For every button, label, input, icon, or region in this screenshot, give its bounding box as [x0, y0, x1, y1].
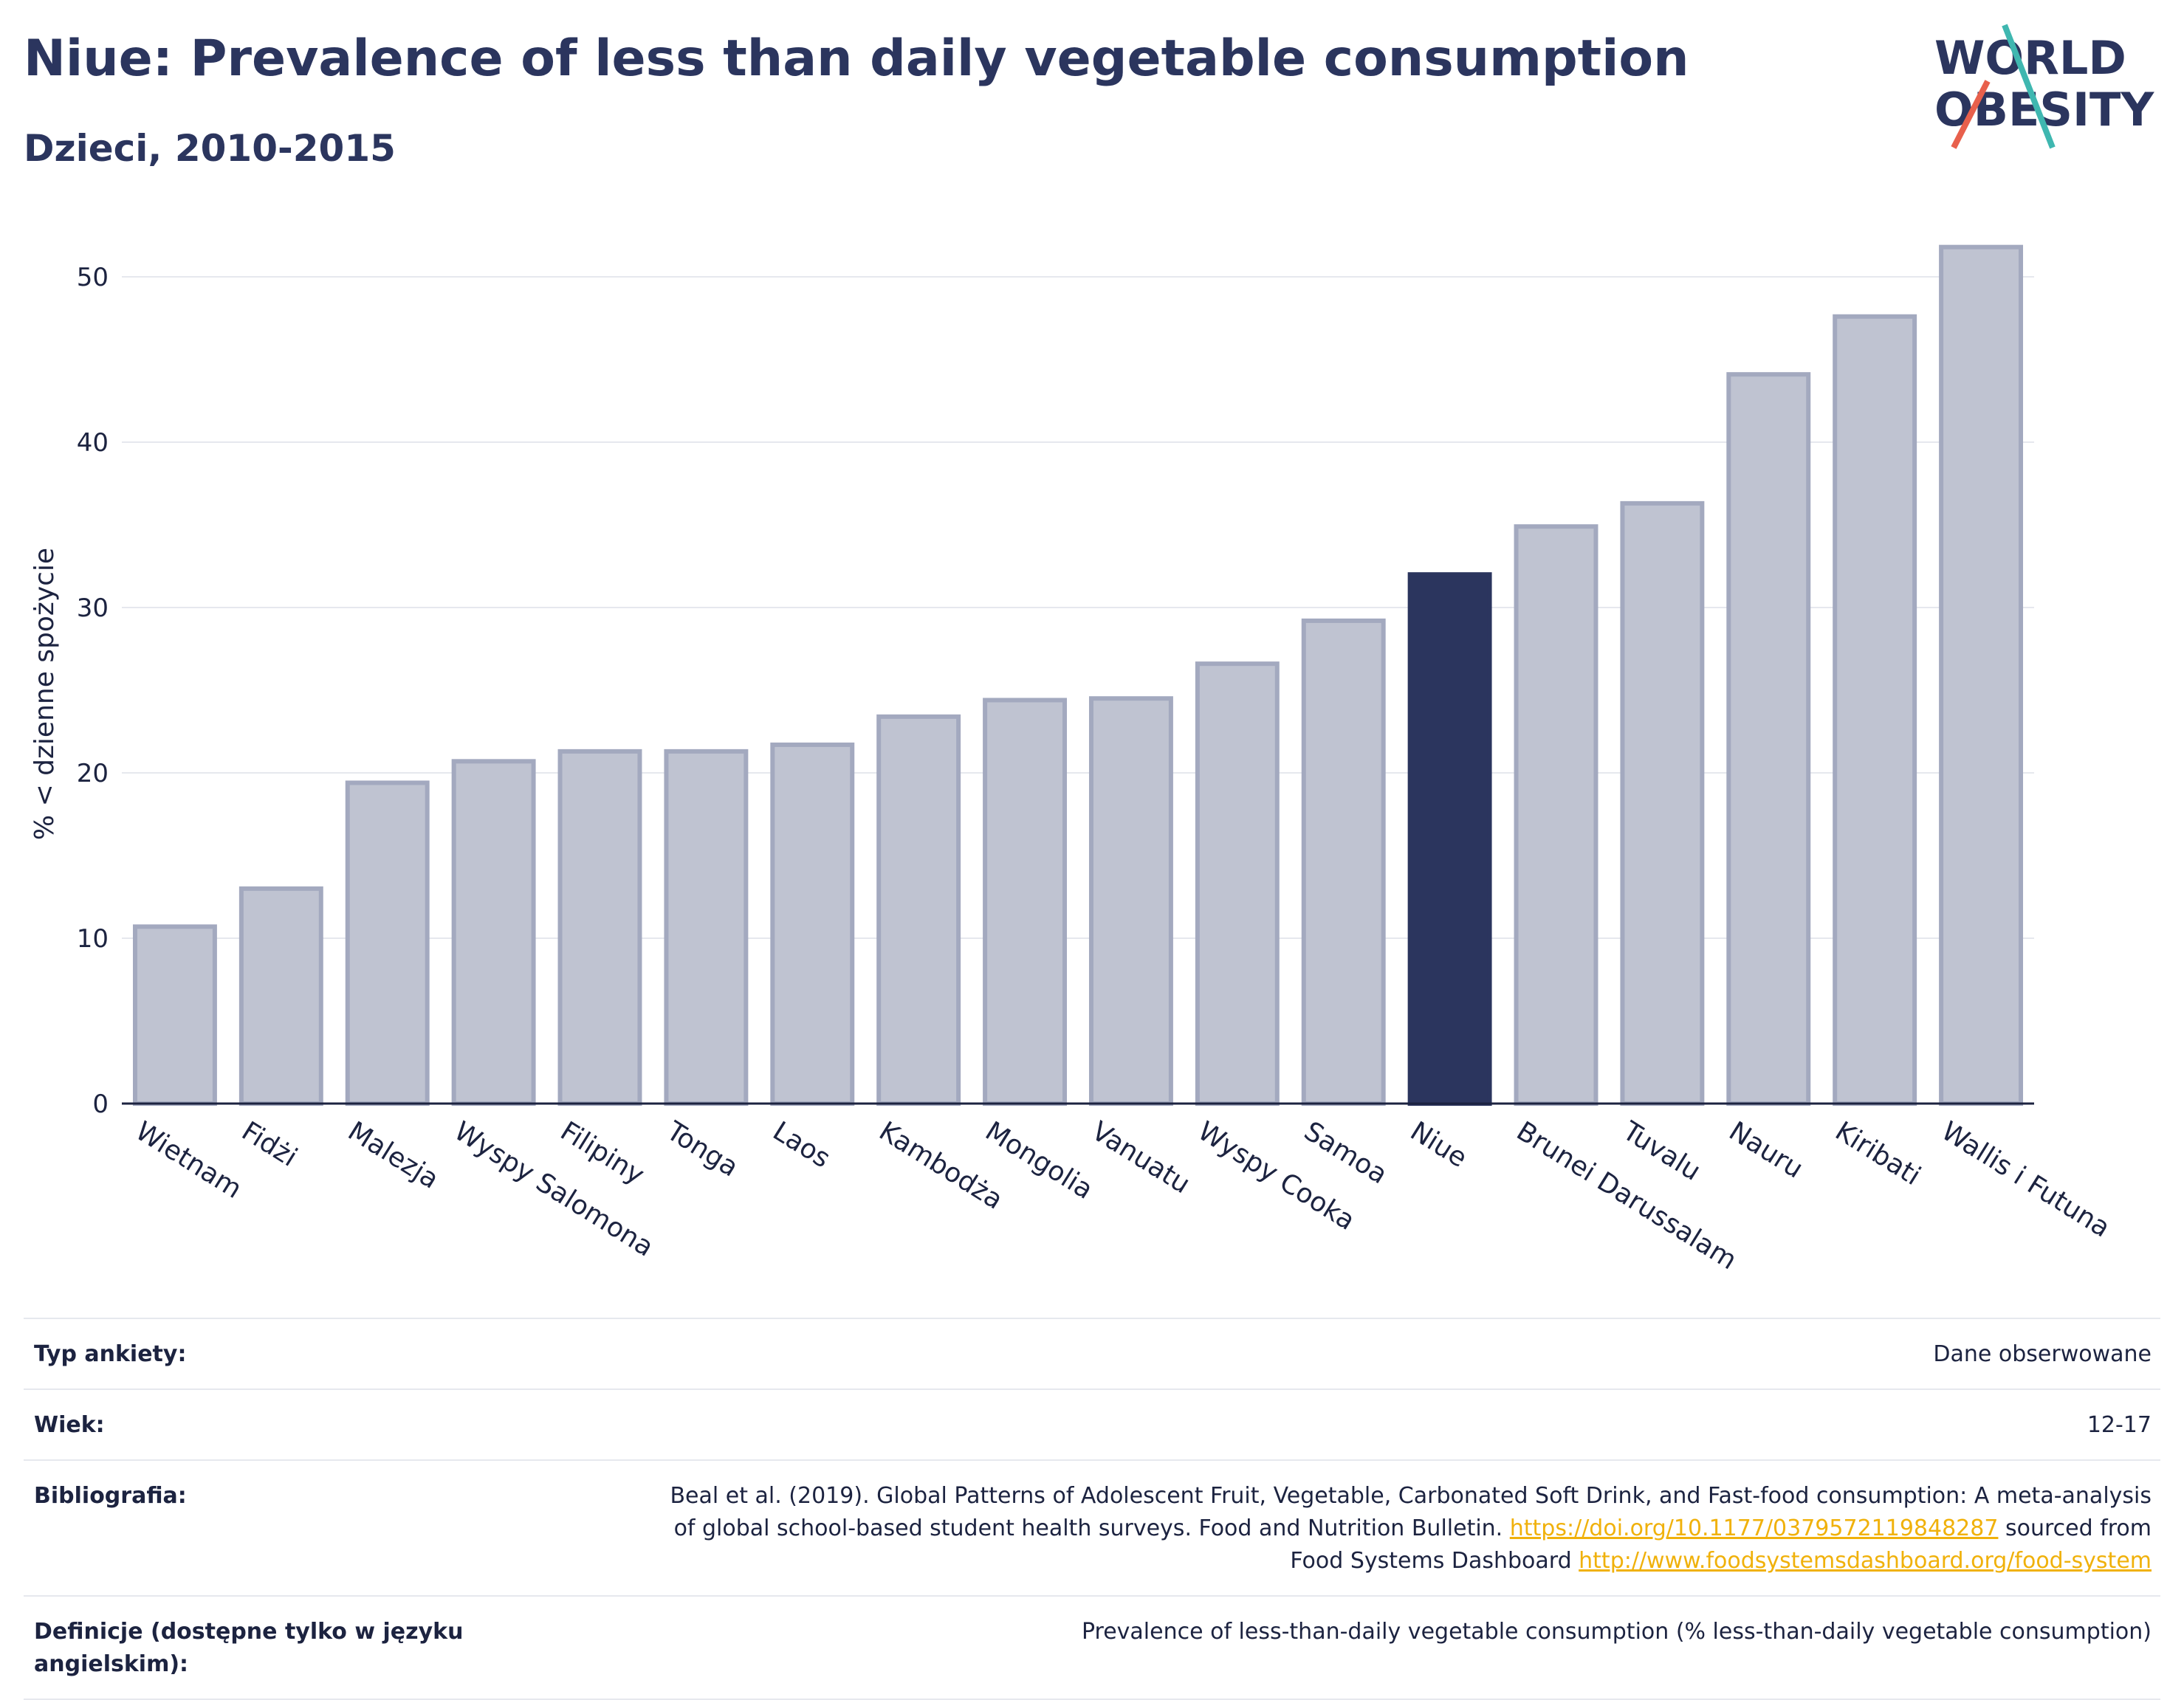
info-value: 12-17 [2087, 1412, 2152, 1438]
dashboard-link[interactable]: http://www.foodsystemsdashboard.org/food… [1579, 1548, 2152, 1574]
info-row-age: Wiek: 12-17 [24, 1388, 2160, 1459]
bibliography-suffix: sourced from [1998, 1515, 2152, 1541]
bar-samoa[interactable] [1301, 618, 1386, 1106]
svg-text:WORLD: WORLD [1934, 31, 2126, 85]
y-tick-label: 10 [77, 924, 109, 954]
bar-mongolia[interactable] [983, 698, 1068, 1106]
bar-vanuatu[interactable] [1088, 696, 1173, 1106]
bar-kambodża[interactable] [876, 714, 961, 1106]
x-tick-label: Samoa [1299, 1116, 1393, 1191]
x-tick-label: Tonga [661, 1115, 744, 1183]
x-tick-label: Fidżi [236, 1116, 302, 1173]
info-row-survey-type: Typ ankiety: Dane obserwowane [24, 1318, 2160, 1388]
bar-tuvalu[interactable] [1620, 500, 1705, 1106]
x-tick-label: Wyspy Salomona [449, 1116, 659, 1263]
info-table: Typ ankiety: Dane obserwowane Wiek: 12-1… [24, 1318, 2160, 1700]
y-tick-label: 50 [77, 263, 109, 292]
y-axis-ticks: 0 10 20 30 40 50 [77, 263, 109, 1119]
bar-malezja[interactable] [345, 780, 430, 1106]
bibliography-line2: of global school-based student health su… [673, 1515, 1510, 1541]
bar-laos[interactable] [770, 742, 855, 1106]
x-tick-label: Wallis i Futuna [1936, 1116, 2115, 1244]
bar-wietnam[interactable] [132, 924, 217, 1106]
x-tick-label: Nauru [1724, 1116, 1809, 1185]
y-tick-label: 0 [92, 1090, 109, 1119]
grid-lines [122, 276, 2034, 939]
bar-wallis-i-futuna[interactable] [1939, 244, 2024, 1106]
bar-nauru[interactable] [1726, 372, 1811, 1107]
x-tick-label: Niue [1405, 1116, 1472, 1174]
bibliography-line3: Food Systems Dashboard [1290, 1548, 1579, 1574]
page-title: Niue: Prevalence of less than daily vege… [24, 30, 1689, 88]
info-key: Typ ankiety: [34, 1341, 187, 1367]
bar-filipiny[interactable] [557, 749, 642, 1106]
world-obesity-logo: WORLD OBESITY [1934, 24, 2154, 149]
info-value: Beal et al. (2019). Global Patterns of A… [492, 1480, 2152, 1577]
y-tick-label: 40 [77, 428, 109, 458]
bar-wyspy-salomona[interactable] [451, 759, 536, 1106]
x-tick-label: Wietnam [130, 1116, 247, 1205]
bar-niue[interactable] [1407, 572, 1492, 1106]
page-subtitle: Dzieci, 2010-2015 [24, 127, 396, 170]
info-row-bibliography: Bibliografia: Beal et al. (2019). Global… [24, 1459, 2160, 1595]
info-row-definitions: Definicje (dostępne tylko w języku angie… [24, 1595, 2160, 1700]
y-tick-label: 30 [77, 593, 109, 623]
info-key: Bibliografia: [34, 1483, 187, 1509]
bar-tonga[interactable] [664, 749, 749, 1106]
bars [132, 244, 2024, 1107]
y-tick-label: 20 [77, 759, 109, 788]
info-value: Prevalence of less-than-daily vegetable … [1081, 1619, 2152, 1645]
x-tick-label: Vanuatu [1086, 1116, 1195, 1200]
x-tick-label: Tuvalu [1617, 1115, 1706, 1187]
x-tick-label: Malezja [343, 1116, 444, 1195]
x-tick-label: Laos [768, 1116, 836, 1174]
bar-wyspy-cooka[interactable] [1195, 661, 1280, 1106]
bibliography-line1: Beal et al. (2019). Global Patterns of A… [670, 1483, 2152, 1509]
x-tick-label: Kiribati [1830, 1116, 1926, 1191]
info-key: Wiek: [34, 1412, 105, 1438]
info-value: Dane obserwowane [1933, 1341, 2152, 1367]
bar-brunei-darussalam[interactable] [1514, 524, 1598, 1106]
doi-link[interactable]: https://doi.org/10.1177/0379572119848287 [1509, 1515, 1999, 1541]
y-axis-label: % < dzienne spożycie [30, 548, 60, 840]
x-tick-label: Filipiny [555, 1116, 650, 1191]
info-key: Definicje (dostępne tylko w języku angie… [34, 1619, 464, 1677]
bar-kiribati[interactable] [1833, 314, 1917, 1106]
bar-fidżi[interactable] [238, 886, 323, 1107]
